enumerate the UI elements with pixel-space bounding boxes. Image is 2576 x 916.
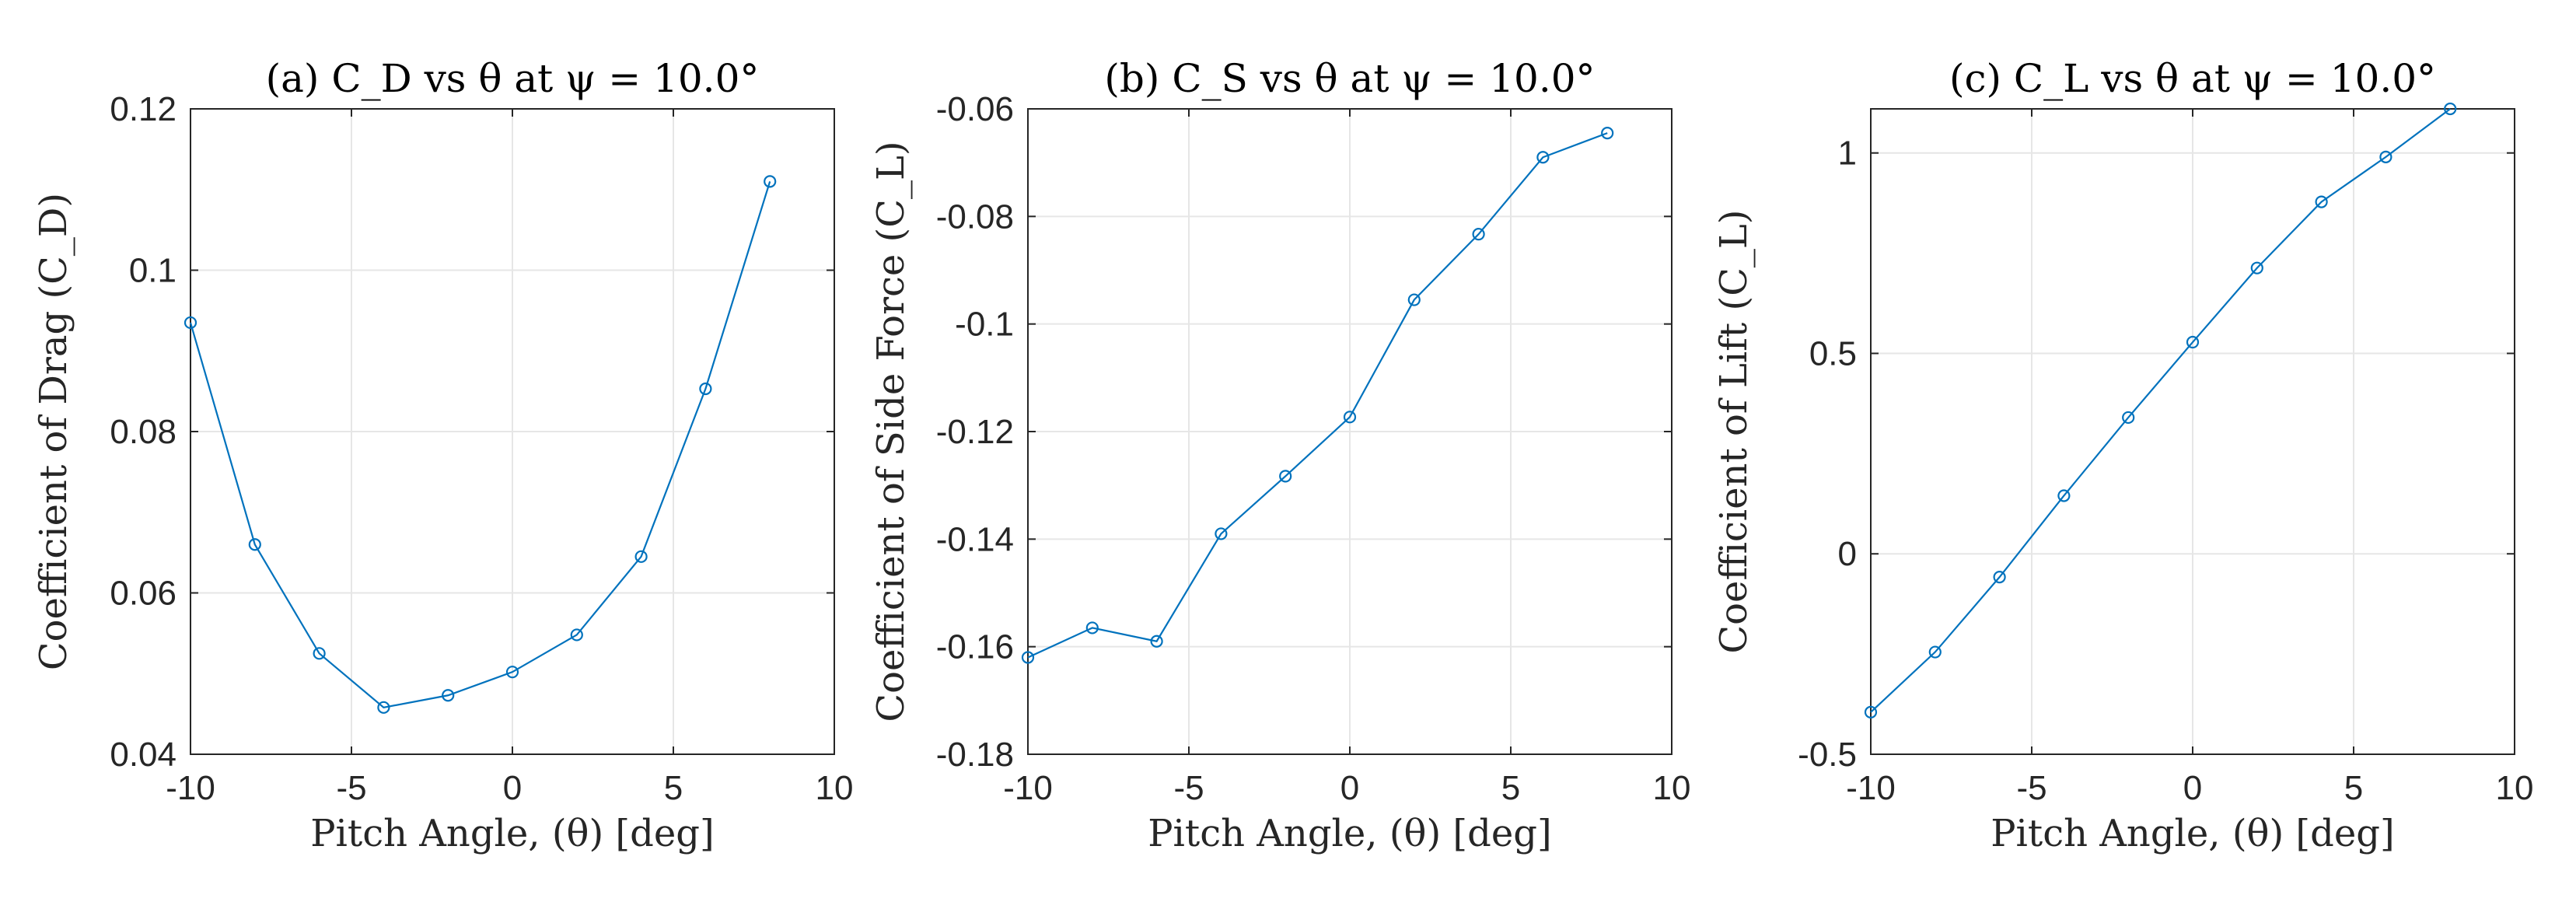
y-tick-label: -0.18 xyxy=(936,736,1014,774)
y-tick-label: -0.16 xyxy=(936,628,1014,666)
data-point xyxy=(2186,335,2200,349)
data-point xyxy=(2379,150,2392,163)
y-tick-label: 0.5 xyxy=(1809,334,1857,372)
data-point xyxy=(1215,527,1228,540)
x-tick-label: 10 xyxy=(1653,769,1691,807)
y-axis-label: Coefficient of Side Force (C_L) xyxy=(869,141,913,722)
series-line xyxy=(1027,132,1608,659)
x-tick-label: 5 xyxy=(1501,769,1520,807)
data-point xyxy=(1928,645,1942,659)
x-tick-label: 5 xyxy=(2344,769,2363,807)
data-point xyxy=(184,316,197,330)
data-point xyxy=(1343,411,1357,424)
x-tick-label: 10 xyxy=(2496,769,2534,807)
data-point xyxy=(2444,102,2457,116)
data-point xyxy=(764,175,777,188)
y-tick-label: -0.08 xyxy=(936,198,1014,236)
y-axis-label: Coefficient of Drag (C_D) xyxy=(32,193,75,670)
data-point xyxy=(2122,411,2135,425)
data-point xyxy=(1601,127,1614,140)
x-tick-label: 0 xyxy=(1340,769,1359,807)
chart-title: (b) C_S vs θ at ψ = 10.0° xyxy=(1104,56,1595,101)
y-tick-label: 0.06 xyxy=(110,575,177,613)
data-point xyxy=(1536,151,1550,164)
x-axis-label: Pitch Angle, (θ) [deg] xyxy=(310,812,715,855)
data-point xyxy=(634,550,648,563)
data-point xyxy=(1085,621,1099,635)
data-point xyxy=(505,666,519,679)
chart-panel-0: -10 -5 0 5 10 0.04 0.06 0.08 0.1 0.12 (a) C_D vs θ… xyxy=(32,56,853,855)
chart-panel-1: -10 -5 0 5 10 -0.18 -0.16 -0.14 -0.12 -0.1 -0.08 -0… xyxy=(869,56,1690,855)
x-tick-label: -10 xyxy=(1846,769,1896,807)
series-line xyxy=(1870,108,2451,713)
data-point xyxy=(1993,571,2006,584)
chart-panel-2: -10 -5 0 5 10 -0.5 0 0.5 1 (c) C_L vs θ at ψ = 10… xyxy=(1712,56,2533,855)
chart-title: (a) C_D vs θ at ψ = 10.0° xyxy=(266,56,760,101)
y-axis-label: Coefficient of Lift (C_L) xyxy=(1712,209,1756,653)
y-tick-label: 0.04 xyxy=(110,736,177,774)
x-tick-label: -5 xyxy=(2016,769,2046,807)
series-line xyxy=(189,181,771,709)
data-point xyxy=(442,689,455,702)
data-point xyxy=(1472,228,1485,241)
y-tick-label: -0.5 xyxy=(1798,736,1857,774)
y-tick-label: 0.08 xyxy=(110,413,177,451)
y-tick-label: -0.06 xyxy=(936,90,1014,128)
x-tick-label: -10 xyxy=(166,769,215,807)
data-point xyxy=(313,647,326,660)
y-tick-label: -0.12 xyxy=(936,413,1014,451)
y-tick-label: 1 xyxy=(1838,135,1857,173)
data-point xyxy=(2315,195,2328,208)
data-point xyxy=(1407,293,1421,306)
x-axis-label: Pitch Angle, (θ) [deg] xyxy=(1148,812,1552,855)
data-point xyxy=(2057,489,2071,502)
data-point xyxy=(1279,470,1292,483)
x-axis-label: Pitch Angle, (θ) [deg] xyxy=(1991,812,2395,855)
x-tick-label: 5 xyxy=(664,769,683,807)
data-point xyxy=(1021,651,1035,664)
y-tick-label: -0.1 xyxy=(955,306,1014,344)
x-tick-label: -5 xyxy=(1173,769,1204,807)
x-tick-label: 10 xyxy=(816,769,854,807)
data-point xyxy=(1150,635,1163,648)
y-tick-label: -0.14 xyxy=(936,520,1014,558)
data-point xyxy=(248,538,261,551)
x-tick-label: 0 xyxy=(2183,769,2202,807)
data-point xyxy=(377,701,390,714)
y-tick-label: 0.12 xyxy=(110,90,177,128)
data-point xyxy=(2250,261,2263,274)
y-tick-label: 0.1 xyxy=(129,252,177,290)
x-tick-label: -10 xyxy=(1003,769,1053,807)
x-tick-label: 0 xyxy=(503,769,522,807)
data-point xyxy=(1864,705,1878,718)
x-tick-label: -5 xyxy=(336,769,366,807)
data-point xyxy=(570,628,583,642)
data-point xyxy=(699,382,712,396)
y-tick-label: 0 xyxy=(1838,535,1857,573)
chart-title: (c) C_L vs θ at ψ = 10.0° xyxy=(1949,56,2436,101)
